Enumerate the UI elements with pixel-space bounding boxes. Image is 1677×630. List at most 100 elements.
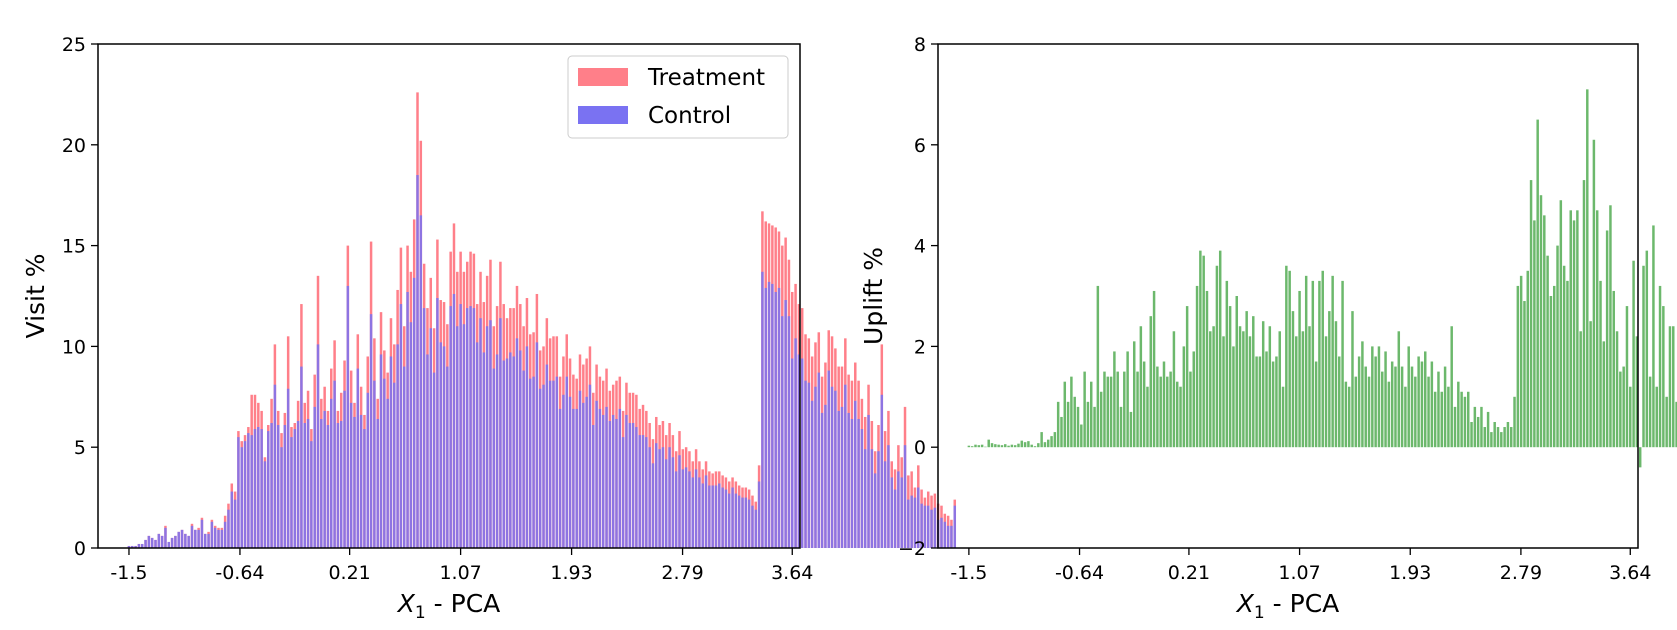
right-uplift-bar — [1136, 371, 1139, 448]
left-control-bar — [479, 318, 482, 548]
left-control-bar — [552, 380, 555, 548]
right-uplift-bar — [1562, 265, 1566, 448]
left-control-bar — [950, 525, 953, 548]
left-control-bar — [170, 537, 174, 548]
left-control-bar — [439, 342, 442, 548]
left-control-bar — [814, 386, 817, 548]
right-uplift-bar — [1238, 326, 1242, 448]
legend: Treatment Control — [567, 55, 789, 139]
left-control-bar — [339, 420, 343, 548]
left-y-tick-label: 0 — [74, 538, 86, 560]
right-uplift-bar — [1341, 280, 1344, 448]
left-control-bar — [406, 291, 409, 548]
left-control-bar — [774, 291, 777, 548]
left-control-bar — [436, 298, 439, 548]
left-control-bar — [137, 543, 141, 548]
left-control-bar — [897, 471, 900, 548]
left-control-bar — [658, 449, 661, 548]
right-uplift-bar — [1195, 285, 1199, 448]
left-control-bar — [701, 483, 704, 548]
right-uplift-bar — [1566, 280, 1569, 448]
left-control-bar — [131, 545, 134, 548]
right-uplift-bar — [1503, 427, 1506, 448]
left-control-bar — [296, 420, 300, 548]
right-uplift-bar — [1119, 406, 1123, 448]
left-control-bar — [568, 396, 572, 548]
left-control-bar — [164, 527, 167, 548]
right-uplift-bar — [1513, 396, 1516, 448]
right-uplift-bar — [1103, 371, 1106, 448]
right-y-tick-label: 6 — [914, 135, 926, 157]
left-control-bar — [369, 314, 373, 548]
right-uplift-bar — [1245, 311, 1248, 448]
right-uplift-bar — [1113, 351, 1116, 448]
left-control-bar — [280, 447, 283, 548]
left-control-bar — [283, 425, 287, 548]
left-control-bar — [804, 380, 807, 548]
left-control-bar — [184, 533, 187, 548]
right-uplift-bar — [1056, 401, 1060, 448]
left-control-bar — [532, 376, 535, 548]
right-uplift-bar — [997, 444, 1000, 448]
left-control-bar — [880, 394, 884, 548]
right-uplift-bar — [1093, 406, 1096, 448]
left-control-bar — [393, 382, 396, 548]
left-control-bar — [674, 471, 678, 548]
left-control-bar — [648, 447, 651, 548]
right-uplift-bar — [970, 446, 974, 448]
right-uplift-bar — [1179, 386, 1182, 448]
left-control-bar — [502, 360, 505, 548]
left-control-bar — [605, 406, 608, 548]
left-control-bar — [300, 366, 303, 548]
right-uplift-bar — [1357, 356, 1361, 448]
right-uplift-bar — [1185, 306, 1189, 448]
left-control-bar — [562, 394, 565, 548]
left-control-bar — [824, 404, 827, 548]
left-x-tick-label: 1.07 — [439, 562, 481, 584]
left-y-tick-label: 20 — [62, 135, 86, 157]
right-uplift-bar — [1205, 290, 1209, 448]
right-uplift-bar — [1331, 275, 1334, 448]
left-control-bar — [764, 287, 767, 548]
left-control-bar — [883, 461, 887, 548]
left-control-bar — [628, 423, 631, 548]
left-control-bar — [767, 281, 771, 548]
left-control-bar — [847, 412, 850, 548]
right-uplift-bar — [1638, 447, 1642, 468]
left-control-bar — [724, 489, 728, 548]
right-uplift-bar — [1265, 351, 1268, 448]
left-control-bar — [661, 447, 665, 548]
left-control-bar — [253, 429, 257, 548]
right-uplift-bar — [1586, 89, 1589, 448]
left-control-bar — [323, 410, 326, 548]
left-control-bar — [641, 435, 645, 548]
right-uplift-bar — [1381, 371, 1384, 448]
left-control-bar — [900, 477, 903, 548]
left-control-bar — [651, 463, 655, 548]
left-control-bar — [144, 539, 147, 548]
right-uplift-bar — [1407, 346, 1410, 448]
right-uplift-bar — [1142, 361, 1146, 448]
right-uplift-bar — [1635, 336, 1639, 448]
right-uplift-bar — [1658, 285, 1662, 448]
right-uplift-bar — [1675, 401, 1677, 448]
left-control-bar — [194, 529, 197, 548]
left-control-bar — [416, 175, 419, 549]
left-control-bar — [592, 425, 595, 548]
left-control-bar — [326, 425, 330, 548]
right-uplift-bar — [1053, 432, 1057, 448]
left-control-bar — [349, 402, 353, 548]
left-control-bar — [608, 420, 612, 548]
right-uplift-bar — [1027, 441, 1030, 448]
left-control-bar — [893, 489, 897, 548]
right-uplift-bar — [1367, 376, 1371, 448]
left-control-bar — [446, 366, 449, 548]
left-control-bar — [373, 380, 376, 548]
right-uplift-bar — [1414, 376, 1417, 448]
left-control-bar — [754, 509, 758, 548]
right-uplift-bar — [1460, 391, 1463, 448]
left-control-bar — [721, 487, 724, 548]
right-uplift-bar — [1060, 416, 1063, 448]
right-uplift-bar — [1033, 446, 1037, 448]
left-control-bar — [409, 322, 413, 548]
